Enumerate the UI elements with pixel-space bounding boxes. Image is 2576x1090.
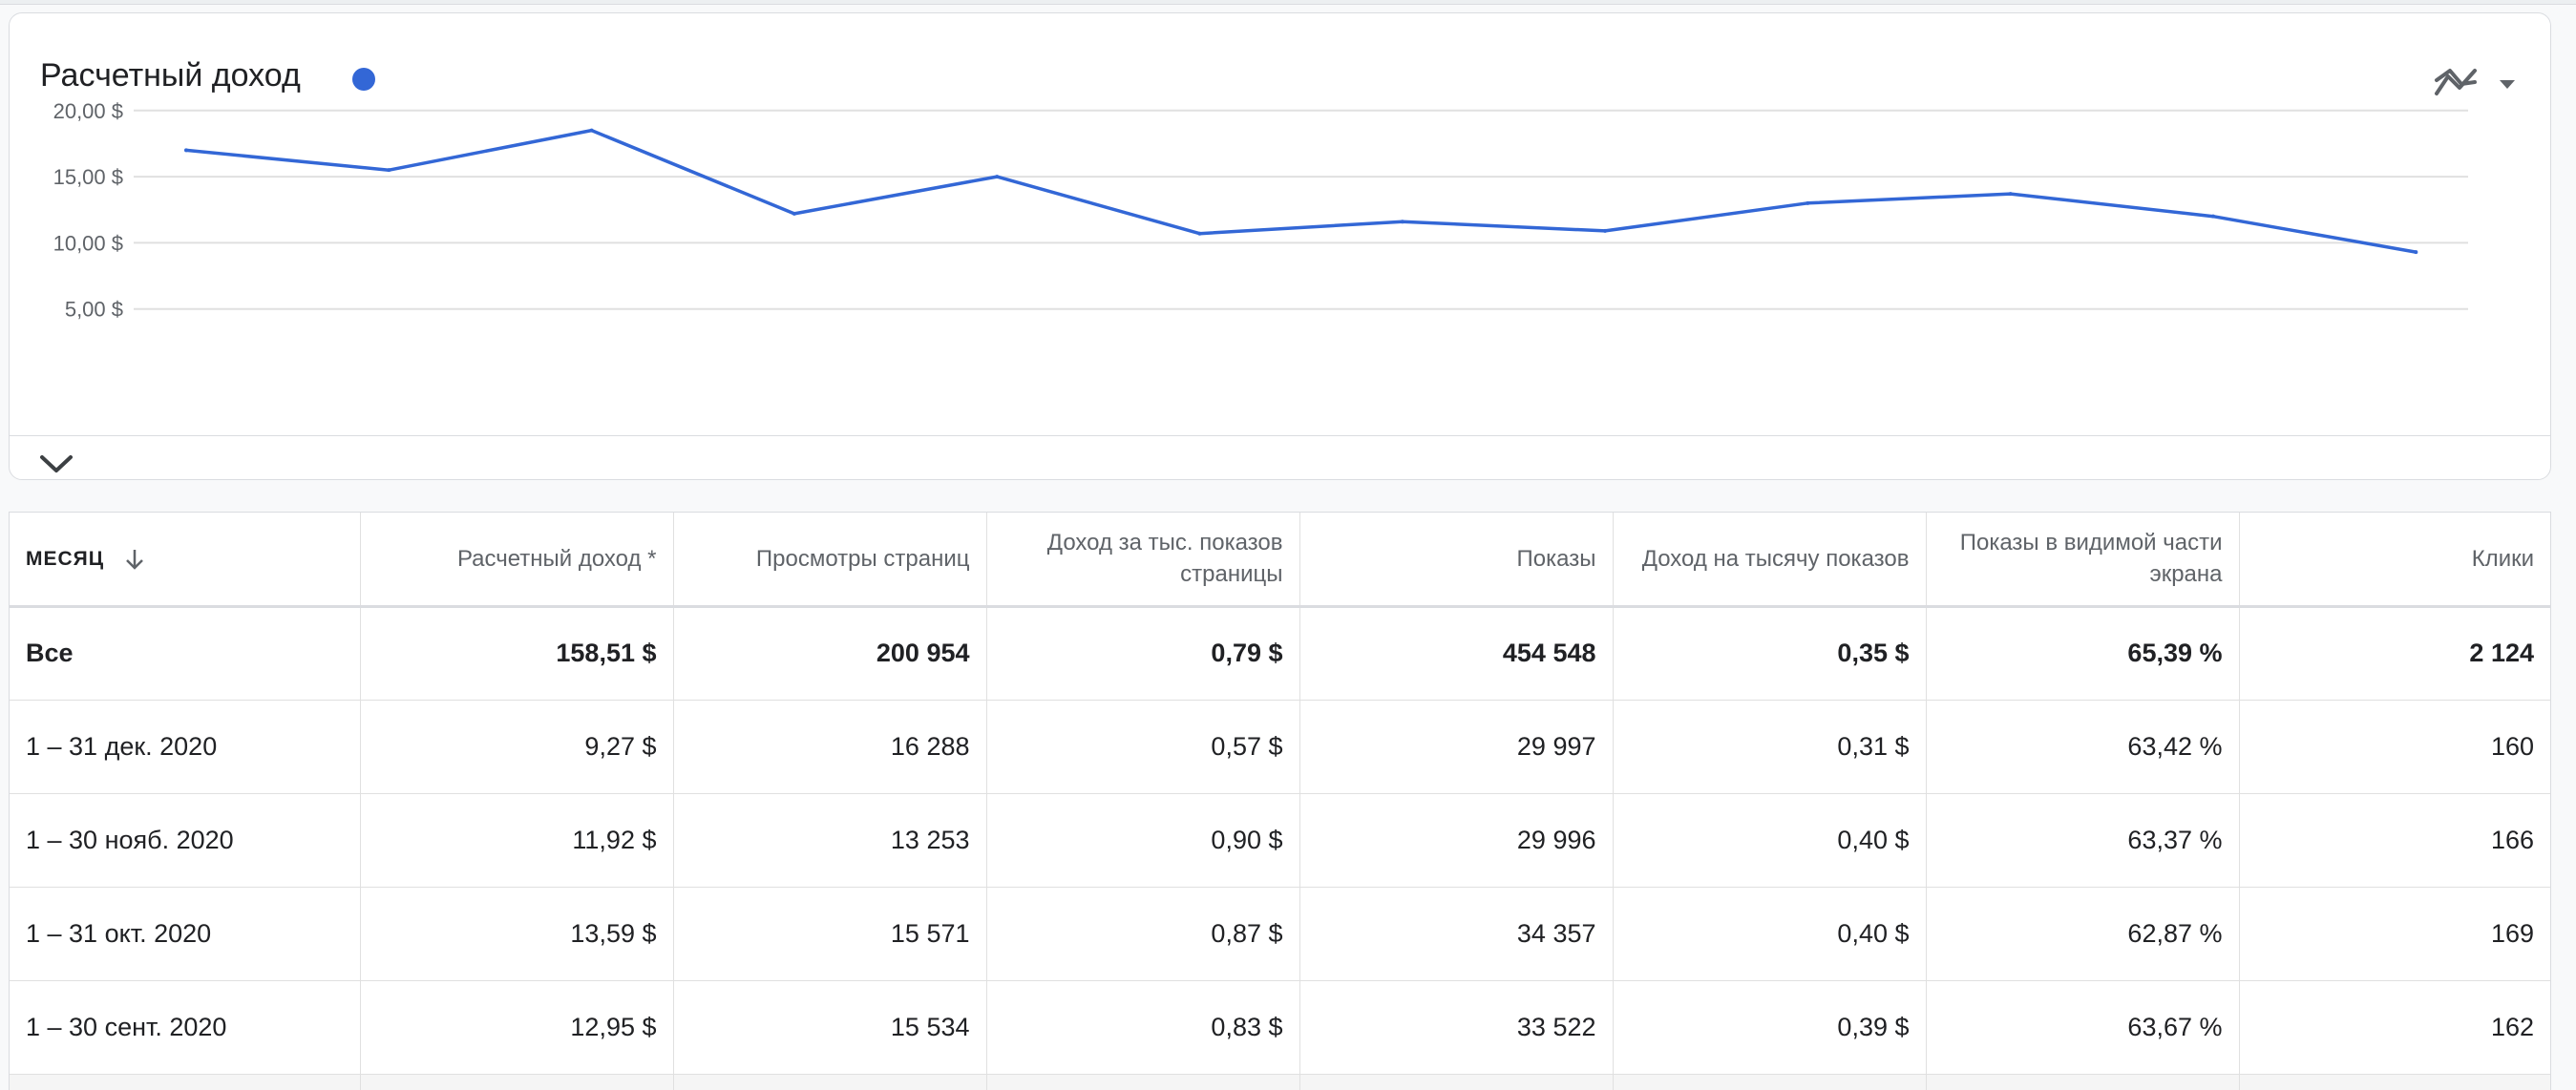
cell-month: 1 – 30 нояб. 2020 bbox=[10, 793, 361, 888]
cell-clicks: 166 bbox=[2239, 793, 2550, 888]
chart-card: Расчетный доход 20,00 $ 15,00 $ 10,00 $ 5,0… bbox=[9, 12, 2551, 480]
cell-impression-rpm: 0,31 $ bbox=[1613, 700, 1927, 794]
cell-page-rpm: 0,90 $ bbox=[986, 793, 1300, 888]
column-header-impression-rpm[interactable]: Доход на тысячу показов bbox=[1613, 513, 1927, 608]
cell-page-views: 16 288 bbox=[673, 700, 987, 794]
cell-page-rpm: 0,83 $ bbox=[986, 980, 1300, 1075]
cell-revenue: 12,95 $ bbox=[360, 980, 674, 1075]
column-header-page-views[interactable]: Просмотры страниц bbox=[673, 513, 987, 608]
cell-month: 1 – 31 окт. 2020 bbox=[10, 887, 361, 981]
cell-impression-rpm: 0,39 $ bbox=[1613, 980, 1927, 1075]
cell-impressions: 29 996 bbox=[1299, 793, 1614, 888]
cell-viewability: 62,87 % bbox=[1926, 887, 2240, 981]
cell-clicks: 169 bbox=[2239, 887, 2550, 981]
cell-revenue: 11,92 $ bbox=[360, 793, 674, 888]
cell-impressions: 454 548 bbox=[1299, 606, 1614, 701]
chevron-down-icon bbox=[40, 455, 73, 472]
cell-month: 1 – 30 сент. 2020 bbox=[10, 980, 361, 1075]
data-point bbox=[387, 168, 391, 173]
data-point bbox=[2008, 192, 2013, 197]
column-header-label: МЕСЯЦ bbox=[26, 547, 105, 570]
table-row: 1 – 31 окт. 2020 13,59 $15 571 0,87 $34 35… bbox=[10, 887, 2550, 981]
data-point bbox=[2414, 250, 2418, 255]
cell-viewability: 65,39 % bbox=[1926, 606, 2240, 701]
y-tick-label: 5,00 $ bbox=[65, 298, 123, 322]
cell-impressions: 29 997 bbox=[1299, 700, 1614, 794]
cell-clicks: 2 124 bbox=[2239, 606, 2550, 701]
chart-type-button[interactable] bbox=[2433, 61, 2519, 103]
series-legend-dot[interactable] bbox=[352, 68, 375, 91]
cell-page-rpm: 0,87 $ bbox=[986, 887, 1300, 981]
column-header-revenue[interactable]: Расчетный доход * bbox=[360, 513, 674, 608]
series-line bbox=[184, 128, 2418, 254]
data-point bbox=[1603, 228, 1608, 233]
report-table: МЕСЯЦ Расчетный доход * Просмотры страни… bbox=[9, 512, 2551, 1090]
cell-viewability: 63,42 % bbox=[1926, 700, 2240, 794]
cell-page-views: 15 571 bbox=[673, 887, 987, 981]
cell-clicks: 162 bbox=[2239, 980, 2550, 1075]
cell-page-views: 13 253 bbox=[673, 793, 987, 888]
cell-revenue: 158,51 $ bbox=[360, 606, 674, 701]
table-header-row: МЕСЯЦ Расчетный доход * Просмотры страни… bbox=[10, 513, 2550, 608]
cell-page-rpm: 0,57 $ bbox=[986, 700, 1300, 794]
table-total-row: Все 158,51 $200 954 0,79 $454 548 0,35 $65,… bbox=[10, 606, 2550, 701]
chart-title: Расчетный доход bbox=[40, 57, 301, 94]
line-chart: 20,00 $15,00 $10,00 $5,00 $янв. 2020февр… bbox=[53, 99, 2468, 322]
table-row: 1 – 31 дек. 2020 9,27 $16 288 0,57 $29 997… bbox=[10, 700, 2550, 794]
table-row: 1 – 30 нояб. 2020 11,92 $13 253 0,90 $29 9… bbox=[10, 793, 2550, 888]
top-divider bbox=[0, 0, 2576, 5]
cell-impression-rpm: 0,40 $ bbox=[1613, 793, 1927, 888]
data-point bbox=[589, 128, 594, 133]
cell-month: 1 – 31 дек. 2020 bbox=[10, 700, 361, 794]
chart-footer-divider bbox=[10, 435, 2550, 436]
column-header-month[interactable]: МЕСЯЦ bbox=[10, 513, 361, 608]
caret-down-icon bbox=[2500, 80, 2515, 89]
column-header-viewability[interactable]: Показы в видимой части экрана bbox=[1926, 513, 2240, 608]
cell-page-rpm: 0,79 $ bbox=[986, 606, 1300, 701]
cell-clicks: 160 bbox=[2239, 700, 2550, 794]
data-point bbox=[995, 175, 1000, 179]
table-row-partial bbox=[10, 1074, 2550, 1090]
cell-page-views: 200 954 bbox=[673, 606, 987, 701]
cell-impression-rpm: 0,35 $ bbox=[1613, 606, 1927, 701]
cell-month: Все bbox=[10, 606, 361, 701]
data-point bbox=[1197, 231, 1202, 236]
table-row: 1 – 30 сент. 2020 12,95 $15 534 0,83 $33 5… bbox=[10, 980, 2550, 1075]
y-tick-label: 15,00 $ bbox=[53, 165, 123, 189]
cell-impressions: 33 522 bbox=[1299, 980, 1614, 1075]
data-point bbox=[1805, 200, 1810, 205]
cell-impressions: 34 357 bbox=[1299, 887, 1614, 981]
column-header-clicks[interactable]: Клики bbox=[2239, 513, 2550, 608]
collapse-chart-button[interactable] bbox=[34, 448, 78, 480]
y-tick-label: 10,00 $ bbox=[53, 231, 123, 255]
column-header-impressions[interactable]: Показы bbox=[1299, 513, 1614, 608]
trending-chart-icon bbox=[2435, 69, 2515, 95]
data-point bbox=[184, 148, 188, 153]
cell-viewability: 63,37 % bbox=[1926, 793, 2240, 888]
data-point bbox=[2211, 214, 2215, 219]
cell-viewability: 63,67 % bbox=[1926, 980, 2240, 1075]
cell-revenue: 13,59 $ bbox=[360, 887, 674, 981]
data-point bbox=[792, 211, 796, 216]
cell-impression-rpm: 0,40 $ bbox=[1613, 887, 1927, 981]
cell-revenue: 9,27 $ bbox=[360, 700, 674, 794]
data-point bbox=[1400, 220, 1404, 224]
arrow-down-icon[interactable] bbox=[124, 548, 145, 571]
cell-page-views: 15 534 bbox=[673, 980, 987, 1075]
y-tick-label: 20,00 $ bbox=[53, 99, 123, 123]
column-header-page-rpm[interactable]: Доход за тыс. показов страницы bbox=[986, 513, 1300, 608]
